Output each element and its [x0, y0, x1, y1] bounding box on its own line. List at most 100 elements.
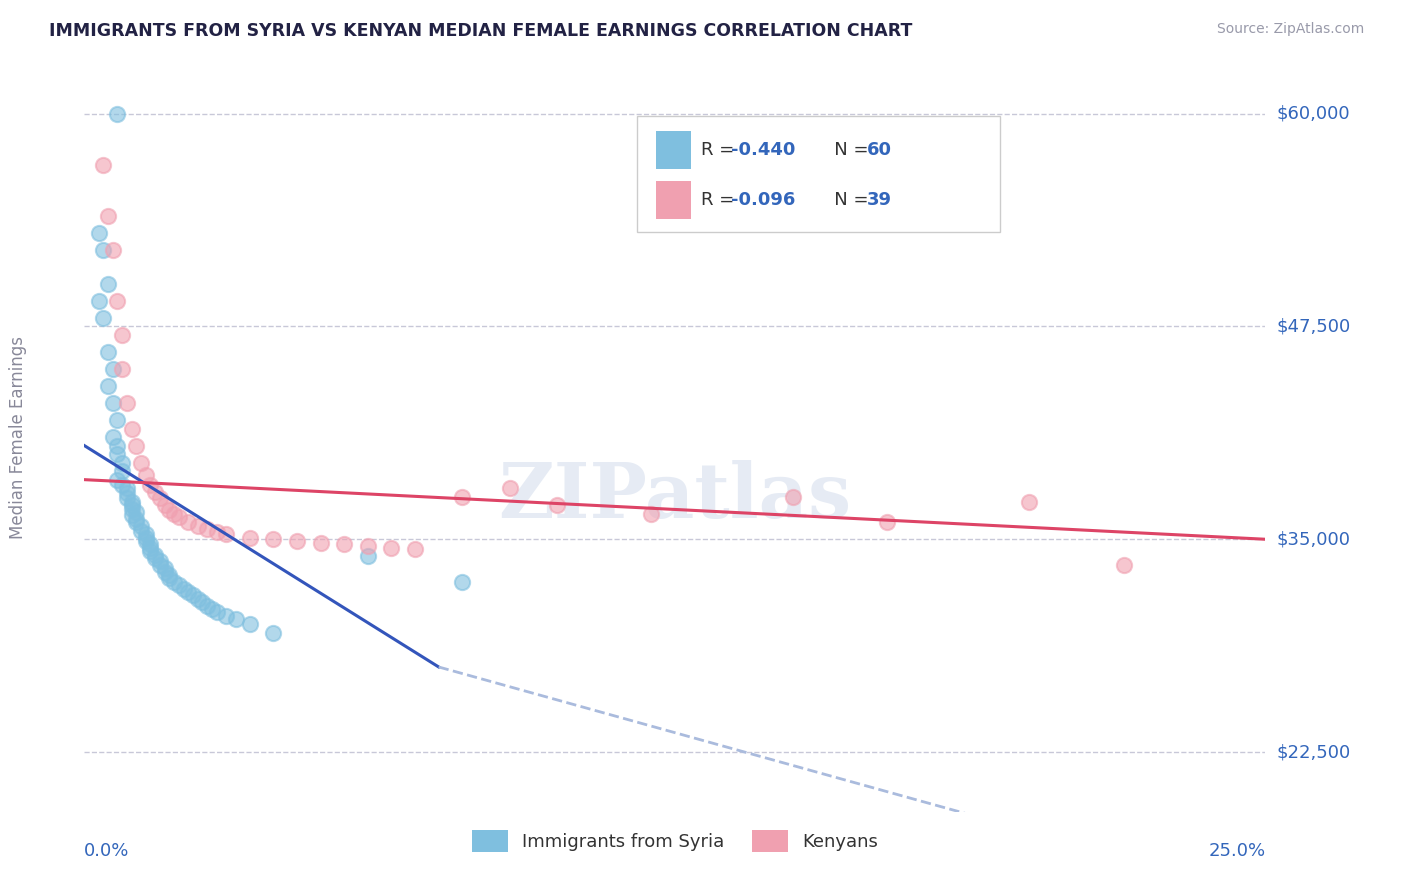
Point — [143, 548, 166, 562]
Point — [135, 531, 157, 545]
Point — [153, 498, 176, 512]
Point — [107, 439, 129, 453]
Point — [101, 243, 124, 257]
Text: 60: 60 — [866, 141, 891, 159]
Point — [195, 599, 218, 613]
Text: ZIPatlas: ZIPatlas — [498, 460, 852, 534]
Text: R =: R = — [700, 191, 740, 209]
Point — [309, 535, 332, 549]
Point — [101, 362, 124, 376]
Point — [239, 531, 262, 545]
Point — [153, 561, 176, 575]
Text: Median Female Earnings: Median Female Earnings — [8, 335, 27, 539]
Point — [333, 537, 356, 551]
Point — [111, 464, 134, 478]
Text: $35,000: $35,000 — [1277, 530, 1351, 549]
Point — [129, 456, 152, 470]
Point — [135, 527, 157, 541]
Point — [157, 568, 180, 582]
Text: 0.0%: 0.0% — [84, 842, 129, 860]
Text: -0.440: -0.440 — [731, 141, 796, 159]
Point — [111, 477, 134, 491]
Point — [163, 507, 186, 521]
Point — [101, 396, 124, 410]
Point — [121, 498, 143, 512]
Point — [1112, 558, 1135, 572]
Point — [111, 456, 134, 470]
Point — [149, 554, 172, 568]
Point — [195, 522, 218, 536]
Point — [187, 518, 209, 533]
Text: N =: N = — [817, 191, 875, 209]
Point — [87, 293, 110, 308]
Point — [91, 310, 114, 325]
Point — [111, 327, 134, 342]
Point — [121, 501, 143, 516]
Point — [97, 277, 120, 291]
Point — [285, 533, 308, 548]
Point — [181, 589, 204, 603]
Point — [107, 447, 129, 461]
Point — [135, 533, 157, 548]
Point — [115, 486, 138, 500]
Point — [143, 551, 166, 566]
Text: N =: N = — [817, 141, 875, 159]
Point — [107, 293, 129, 308]
Point — [451, 490, 474, 504]
Point — [121, 421, 143, 435]
Point — [125, 439, 148, 453]
Point — [215, 527, 238, 541]
Point — [129, 524, 152, 538]
Point — [149, 491, 172, 506]
Point — [404, 542, 426, 557]
Point — [153, 565, 176, 579]
Point — [262, 626, 284, 640]
Point — [107, 413, 129, 427]
Point — [380, 541, 402, 555]
Point — [135, 467, 157, 482]
Point — [782, 490, 804, 504]
Point — [357, 539, 380, 553]
Point — [876, 515, 898, 529]
Point — [225, 612, 247, 626]
Point — [498, 481, 520, 495]
Point — [97, 379, 120, 393]
Point — [357, 549, 380, 564]
Point — [101, 430, 124, 444]
Point — [201, 602, 224, 616]
Point — [91, 158, 114, 172]
Point — [121, 495, 143, 509]
Point — [139, 544, 162, 558]
Point — [139, 541, 162, 555]
Point — [87, 226, 110, 240]
Point — [173, 582, 195, 596]
Point — [163, 574, 186, 589]
Text: R =: R = — [700, 141, 740, 159]
Point — [451, 574, 474, 589]
Point — [167, 510, 190, 524]
Point — [115, 481, 138, 495]
Point — [139, 477, 162, 491]
Point — [205, 606, 228, 620]
Point — [191, 595, 214, 609]
Point — [167, 578, 190, 592]
Text: $60,000: $60,000 — [1277, 104, 1350, 122]
Point — [187, 591, 209, 606]
Text: -0.096: -0.096 — [731, 191, 796, 209]
Point — [97, 345, 120, 359]
Text: 39: 39 — [866, 191, 891, 209]
Point — [157, 503, 180, 517]
Point — [107, 473, 129, 487]
Point — [125, 515, 148, 529]
Point — [115, 396, 138, 410]
Point — [143, 484, 166, 499]
Point — [262, 533, 284, 547]
Point — [546, 498, 568, 512]
Point — [239, 617, 262, 632]
Point — [177, 585, 200, 599]
Point — [121, 508, 143, 523]
Point — [157, 571, 180, 585]
Point — [107, 106, 129, 120]
Point — [97, 209, 120, 223]
Legend: Immigrants from Syria, Kenyans: Immigrants from Syria, Kenyans — [464, 822, 886, 859]
